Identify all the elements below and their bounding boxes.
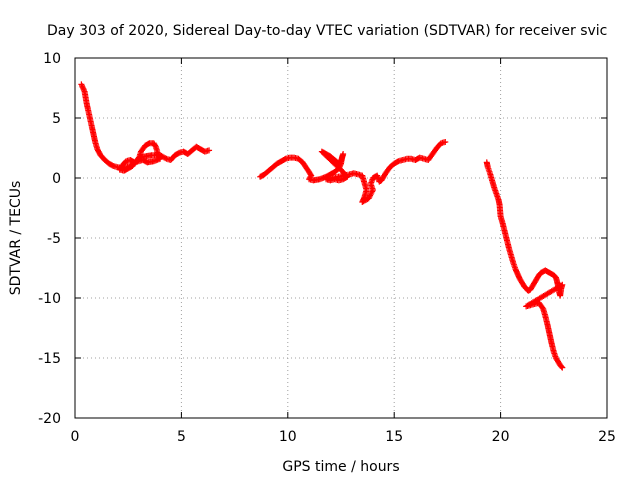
series-seg1 — [78, 81, 213, 174]
y-axis-label: SDTVAR / TECUs — [8, 181, 24, 296]
y-tick-label: -10 — [38, 291, 61, 307]
x-tick-label: 0 — [71, 429, 80, 445]
x-tick-label: 15 — [385, 429, 403, 445]
data-points — [78, 81, 566, 371]
axis-ticks: 0 5 10 15 20 25 -20 -15 -10 -5 0 5 10 — [38, 51, 616, 445]
x-tick-label: 25 — [598, 429, 616, 445]
data-point — [442, 139, 449, 145]
data-point — [539, 304, 546, 311]
x-tick-label: 5 — [177, 429, 186, 445]
data-point — [559, 364, 566, 371]
y-tick-label: 5 — [52, 111, 61, 127]
data-point — [152, 142, 159, 149]
x-tick-label: 10 — [279, 429, 297, 445]
x-tick-label: 20 — [492, 429, 510, 445]
chart-title: Day 303 of 2020, Sidereal Day-to-day VTE… — [47, 23, 607, 39]
grid — [75, 58, 607, 418]
data-point — [206, 147, 213, 154]
x-axis-label: GPS time / hours — [282, 459, 399, 475]
y-tick-label: -20 — [38, 411, 61, 427]
y-tick-label: 10 — [43, 51, 61, 67]
y-tick-label: 0 — [52, 171, 61, 187]
data-point — [558, 363, 565, 370]
data-point — [162, 155, 169, 162]
y-tick-label: -5 — [47, 231, 61, 247]
series-seg2 — [257, 139, 449, 205]
series-seg3 — [483, 159, 566, 371]
y-tick-label: -15 — [38, 351, 61, 367]
